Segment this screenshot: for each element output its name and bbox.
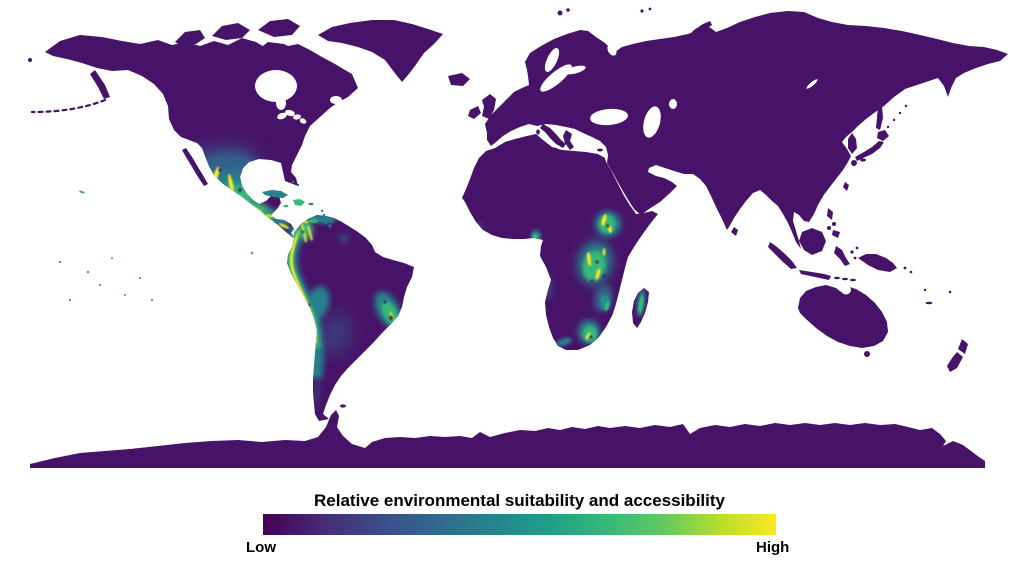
aleutian-islands xyxy=(30,98,107,114)
sardinia-island xyxy=(534,135,540,143)
gulf-of-st-lawrence xyxy=(330,96,342,104)
philippine-island xyxy=(827,226,831,230)
great-lake xyxy=(299,118,307,124)
new-zealand-south-island xyxy=(947,352,963,372)
caspian-sea xyxy=(643,106,661,138)
great-lake xyxy=(285,109,295,117)
colorbar-low-label: Low xyxy=(246,539,276,556)
hawaii-islands xyxy=(79,190,85,194)
gulf-of-finland xyxy=(564,65,586,75)
hudson-bay xyxy=(255,70,297,102)
lesser-sunda-islands xyxy=(834,276,856,282)
colorbar-high-label: High xyxy=(756,539,790,556)
alaska-peninsula xyxy=(90,70,110,99)
antarctica-landmass xyxy=(30,410,985,468)
greece-peninsula xyxy=(563,130,574,150)
franz-josef-land xyxy=(648,7,652,11)
black-sea xyxy=(590,108,628,126)
shikoku-island xyxy=(860,158,866,162)
baffin-island xyxy=(255,42,310,66)
mindanao-island xyxy=(832,230,840,238)
legend-title: Relative environmental suitability and a… xyxy=(314,491,725,510)
arctic-island xyxy=(258,19,300,37)
arctic-island xyxy=(212,23,250,40)
falkland-islands xyxy=(340,404,346,408)
pacific-specks xyxy=(58,190,254,302)
corsica-island xyxy=(536,129,540,135)
sumatra-island xyxy=(768,242,797,269)
viridis-colorbar xyxy=(263,514,776,535)
new-zealand-north-island xyxy=(958,339,968,354)
new-guinea-island xyxy=(858,254,897,272)
inland-seas xyxy=(255,44,851,295)
cyprus-island xyxy=(597,148,603,152)
australia-landmass xyxy=(798,285,888,348)
trinidad-island xyxy=(328,224,332,228)
north-america-landmass xyxy=(45,35,358,238)
korea-peninsula xyxy=(848,133,857,154)
svalbard xyxy=(557,10,563,16)
great-lake xyxy=(277,112,287,120)
galapagos-islands xyxy=(250,251,254,255)
gulf-of-carpentaria xyxy=(841,285,851,295)
italy-peninsula xyxy=(540,124,566,148)
bering-island xyxy=(28,58,32,62)
baja-california xyxy=(182,148,208,186)
sakhalin-island xyxy=(876,106,883,130)
caribbean-islands xyxy=(262,180,332,228)
low-value-city-dots xyxy=(568,224,610,349)
greenland-landmass xyxy=(318,20,443,82)
puerto-rico-island xyxy=(308,202,314,206)
hainan-island xyxy=(817,193,823,199)
pacific-islands xyxy=(903,266,952,305)
honshu-island xyxy=(855,141,884,161)
arctic-island xyxy=(175,30,205,46)
kuril-islands xyxy=(886,104,908,129)
great-lake xyxy=(293,114,301,120)
lesser-antilles xyxy=(320,209,328,225)
tasmania-island xyxy=(864,351,870,357)
svalbard xyxy=(566,8,570,12)
java-island xyxy=(799,270,831,280)
gulf-of-bothnia xyxy=(544,48,560,72)
ireland-island xyxy=(468,106,481,119)
sicily-island xyxy=(550,147,558,153)
white-sea xyxy=(607,44,617,56)
james-bay xyxy=(276,96,286,110)
luzon-island xyxy=(827,208,833,220)
bahamas xyxy=(291,180,295,184)
franz-josef-land xyxy=(640,9,644,13)
lake-baikal xyxy=(806,79,818,89)
crete-island xyxy=(572,152,580,156)
hispaniola-island xyxy=(293,199,305,206)
bahamas xyxy=(296,183,300,187)
baltic-sea xyxy=(540,64,572,92)
great-britain-island xyxy=(482,94,496,119)
landmasses xyxy=(28,7,1008,421)
maluku-islands xyxy=(850,246,859,260)
aral-sea xyxy=(669,99,677,109)
iceland-island xyxy=(448,73,470,86)
novaya-zemlya xyxy=(686,21,712,42)
kyushu-island xyxy=(851,160,857,166)
sri-lanka-island xyxy=(731,227,738,236)
taiwan-island xyxy=(843,182,849,191)
sulawesi-island xyxy=(834,246,850,266)
world-map xyxy=(28,7,1008,468)
victoria-island xyxy=(190,46,212,56)
borneo-island xyxy=(799,228,826,255)
jamaica-island xyxy=(283,204,289,208)
cuba-island xyxy=(262,190,288,198)
philippine-island xyxy=(832,222,836,226)
hokkaido-island xyxy=(877,130,889,141)
